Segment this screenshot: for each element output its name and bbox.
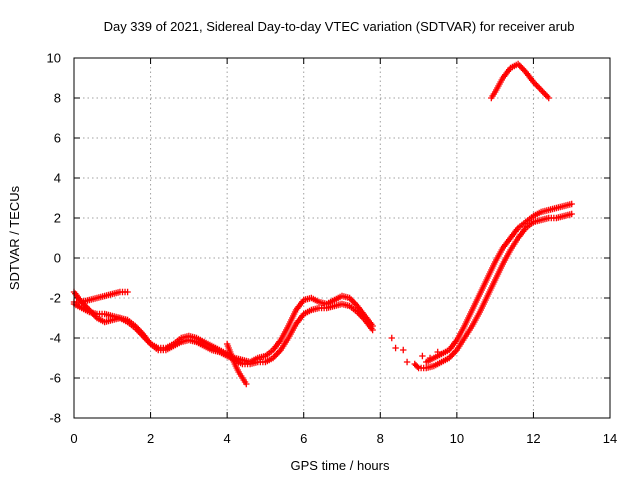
chart-title: Day 339 of 2021, Sidereal Day-to-day VTE… [104, 19, 575, 34]
data-point [403, 358, 411, 366]
y-tick-label: -6 [49, 371, 61, 386]
grid-lines [74, 58, 610, 418]
x-tick-label: 12 [526, 431, 540, 446]
x-tick-label: 4 [224, 431, 231, 446]
data-point [414, 363, 421, 370]
data-point [568, 210, 575, 218]
data-point [545, 94, 552, 102]
x-axis-label: GPS time / hours [291, 458, 390, 473]
data-point [243, 380, 250, 388]
data-point [426, 354, 434, 362]
series-track-c [70, 288, 131, 306]
series-track-b [70, 288, 376, 366]
y-tick-label: -2 [49, 291, 61, 306]
y-tick-label: 0 [54, 251, 61, 266]
x-tick-label: 14 [603, 431, 617, 446]
data-point [400, 346, 407, 354]
series-track-e [411, 210, 575, 372]
x-tick-label: 2 [147, 431, 154, 446]
scatter-points [388, 334, 441, 366]
data-point [568, 200, 575, 208]
x-tick-label: 10 [450, 431, 464, 446]
series-line [413, 213, 573, 369]
y-tick-label: -8 [49, 411, 61, 426]
y-tick-label: 2 [54, 211, 61, 226]
x-tick-label: 6 [300, 431, 307, 446]
data-point [369, 322, 376, 330]
y-axis-label: SDTVAR / TECUs [7, 185, 22, 290]
series-track-f [423, 200, 575, 366]
x-tick-label: 8 [377, 431, 384, 446]
y-tick-labels: -8 -6 -4 -2 0 2 4 6 8 10 [47, 51, 61, 426]
series-track-d [223, 340, 250, 388]
data-point [419, 352, 426, 360]
y-tick-label: 4 [54, 171, 61, 186]
plot-frame [73, 57, 611, 419]
y-tick-label: -4 [49, 331, 61, 346]
data-point [124, 288, 131, 296]
data-point [388, 334, 395, 342]
data-point [392, 344, 399, 352]
y-tick-label: 10 [47, 51, 61, 66]
x-tick-label: 0 [70, 431, 77, 446]
data-point [434, 348, 441, 356]
x-tick-labels: 0 2 4 6 8 10 12 14 [70, 431, 617, 446]
series-track-a [70, 300, 376, 368]
series-track-g [488, 60, 552, 102]
axis-ticks [73, 57, 611, 419]
y-tick-label: 6 [54, 131, 61, 146]
y-tick-label: 8 [54, 91, 61, 106]
data-marks [70, 60, 575, 388]
